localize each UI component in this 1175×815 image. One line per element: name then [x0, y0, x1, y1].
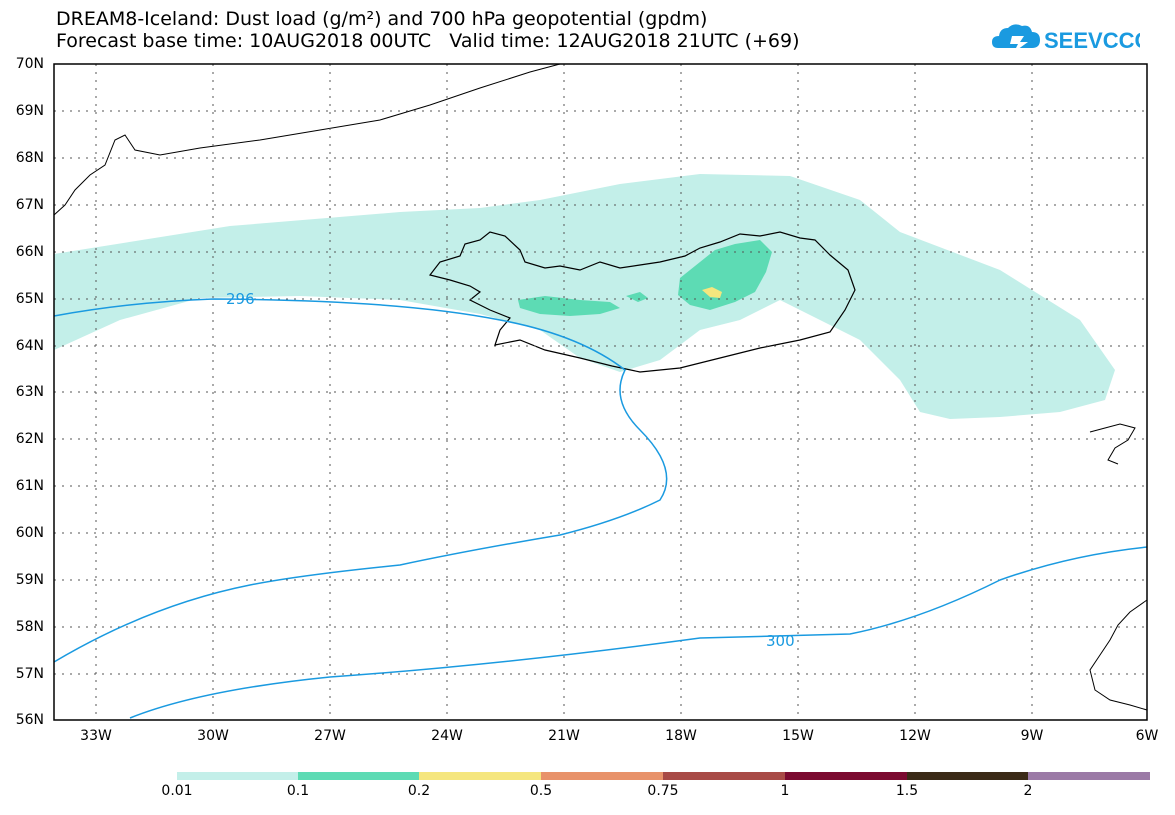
greenland-coastline — [53, 63, 561, 216]
map-frame — [53, 63, 1148, 721]
legend-swatch-7 — [1028, 772, 1150, 780]
lon-label: 15W — [782, 728, 814, 744]
lat-label: 70N — [15, 56, 44, 72]
graticule — [54, 64, 1147, 720]
lat-label: 62N — [15, 431, 44, 447]
legend-label: 2 — [1023, 783, 1033, 799]
scotland-coastline — [1089, 599, 1148, 711]
lat-label: 63N — [15, 384, 44, 400]
lat-label: 68N — [15, 150, 44, 166]
lon-label: 9W — [1020, 728, 1044, 744]
legend-colorbar — [177, 772, 1150, 780]
lat-label: 56N — [15, 712, 44, 728]
lon-label: 27W — [314, 728, 346, 744]
svg-text:SEEVCCC: SEEVCCC — [1044, 28, 1140, 53]
lat-label: 65N — [15, 291, 44, 307]
faroe-coastline — [1089, 423, 1136, 465]
lat-label: 66N — [15, 244, 44, 260]
cloud-icon: SEEVCCC — [992, 24, 1150, 53]
lon-label: 6W — [1135, 728, 1159, 744]
lat-label: 59N — [15, 572, 44, 588]
legend-swatch-4 — [663, 772, 785, 780]
lat-label: 60N — [15, 525, 44, 541]
dust-shading-0.1-small — [626, 292, 648, 302]
lat-label: 69N — [15, 103, 44, 119]
legend-swatch-6 — [907, 772, 1028, 780]
contour-label-296: 296 — [226, 290, 255, 308]
legend-swatch-0 — [177, 772, 298, 780]
legend-swatch-5 — [785, 772, 907, 780]
map-subtitle: Forecast base time: 10AUG2018 00UTC Vali… — [56, 30, 800, 52]
legend-label: 0.1 — [286, 783, 310, 799]
contour-label-300: 300 — [766, 632, 795, 650]
dust-shading-0.1-west — [518, 296, 620, 316]
map-title: DREAM8-Iceland: Dust load (g/m²) and 700… — [56, 8, 708, 30]
lon-label: 33W — [80, 728, 112, 744]
lat-label: 64N — [15, 338, 44, 354]
iceland-coastline — [428, 231, 856, 373]
lat-label: 61N — [15, 478, 44, 494]
lon-label: 21W — [548, 728, 580, 744]
lon-label: 18W — [665, 728, 697, 744]
lat-label: 67N — [15, 197, 44, 213]
seevccc-logo: SEEVCCC — [990, 18, 1150, 58]
dust-shading-0.2 — [702, 287, 722, 298]
legend-label: 0.01 — [161, 783, 193, 799]
lat-label: 57N — [15, 666, 44, 682]
lat-label: 58N — [15, 619, 44, 635]
legend-swatch-2 — [419, 772, 541, 780]
contour-300 — [129, 546, 1148, 719]
lon-label: 12W — [899, 728, 931, 744]
dust-shading-0.01 — [54, 174, 1115, 419]
legend-label: 1.5 — [895, 783, 919, 799]
legend-swatch-1 — [298, 772, 419, 780]
legend-label: 1 — [780, 783, 790, 799]
legend-label: 0.5 — [529, 783, 553, 799]
contour-296 — [53, 298, 668, 663]
legend-label: 0.2 — [407, 783, 431, 799]
legend-label: 0.75 — [647, 783, 679, 799]
dust-shading-0.1-east — [678, 240, 772, 310]
lon-label: 30W — [197, 728, 229, 744]
lon-label: 24W — [431, 728, 463, 744]
legend-swatch-3 — [541, 772, 663, 780]
